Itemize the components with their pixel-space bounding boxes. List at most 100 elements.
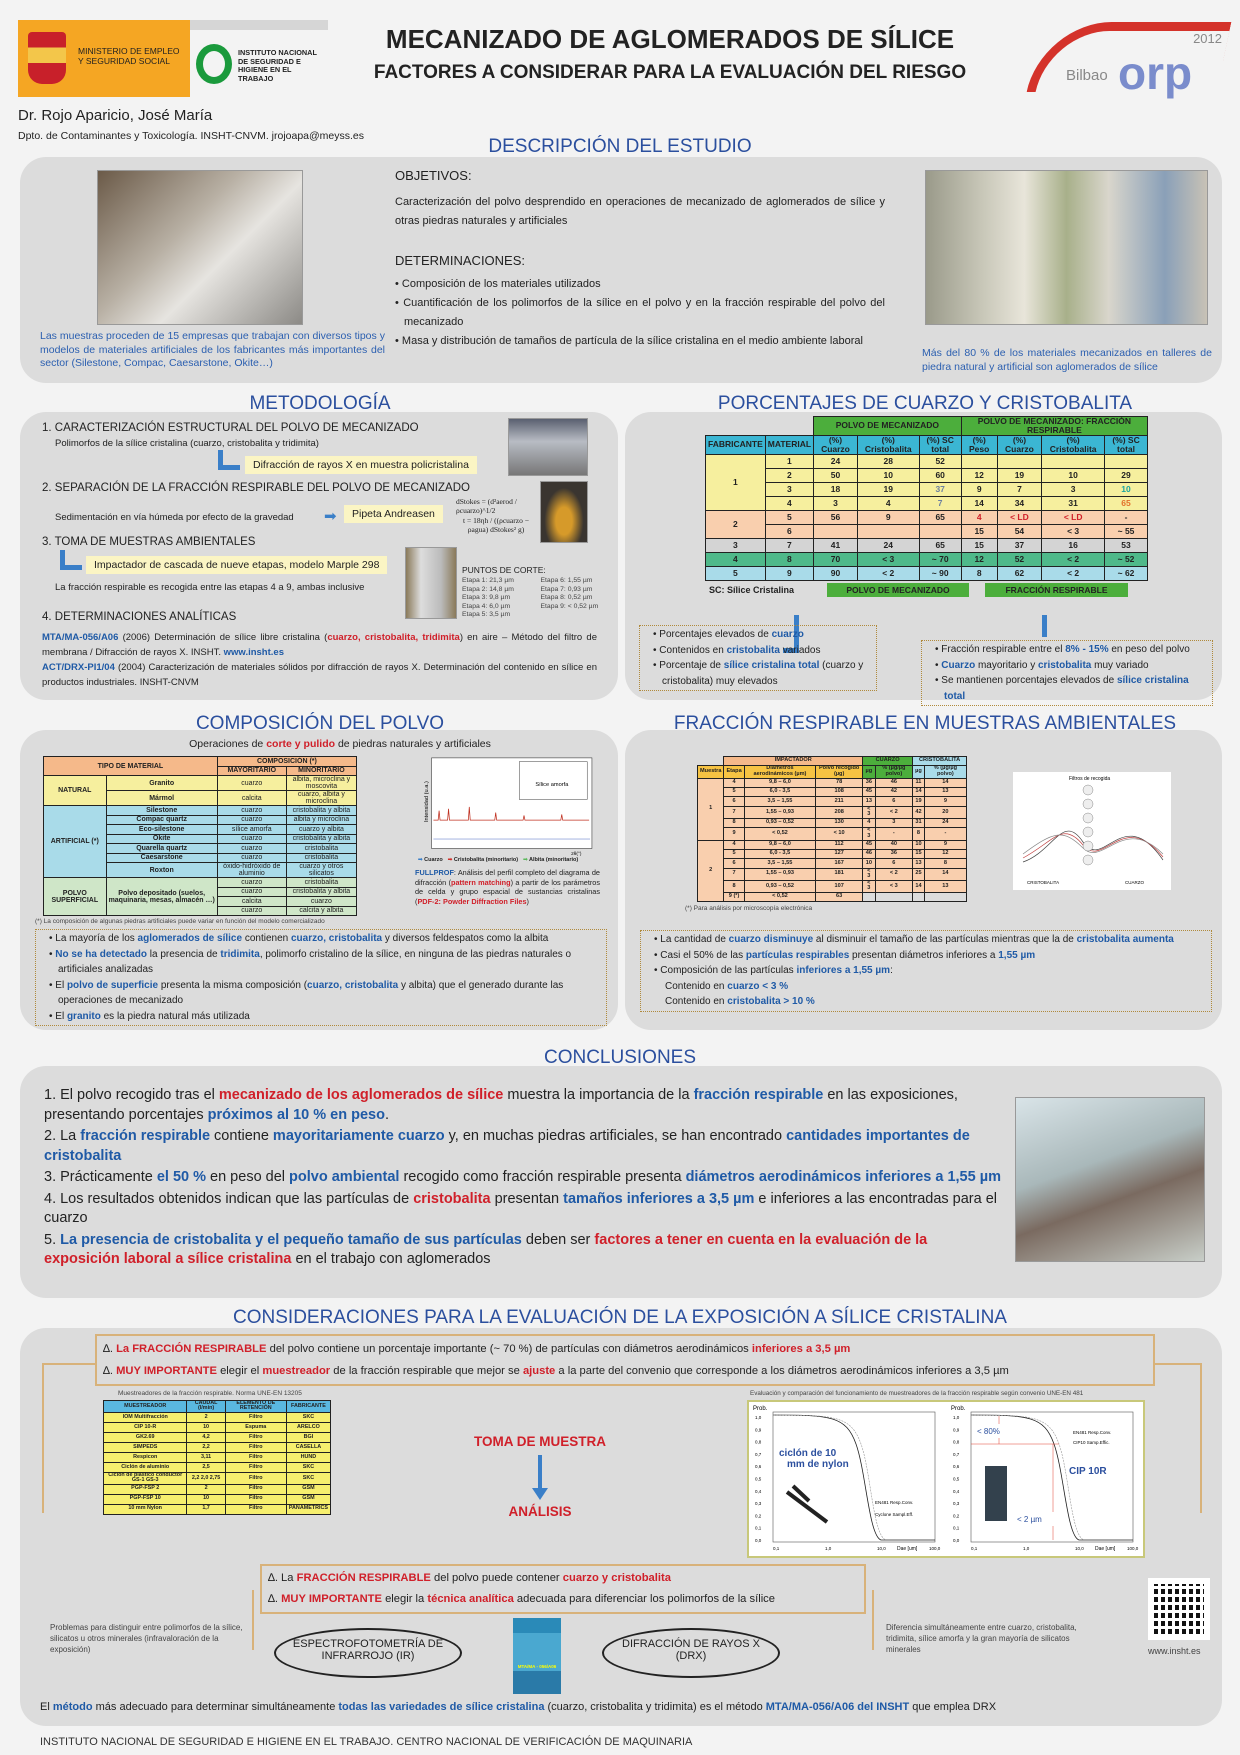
table-cell: 1 (696, 777, 725, 841)
text-segment: Porcentajes elevados de (659, 629, 772, 640)
table-cell: Quarella quartz (105, 843, 218, 854)
text-segment: cristobalita aumenta (1076, 934, 1174, 945)
text-segment: cuarzo, cristobalita (290, 933, 383, 944)
table-header-row: TIPO DE MATERIAL COMPOSICIÓN (*) (43, 756, 358, 776)
samplers-table: MUESTREADOR CAUDAL (l/min) ELEMENTO DE RET… (102, 1400, 332, 1515)
table-cell: 6 (764, 523, 815, 539)
table-cell: 42 (912, 805, 925, 819)
text-segment: sílice cristalina total (723, 660, 820, 671)
table-cell: - (874, 827, 914, 841)
sampler-charts: Prob. 1,0 0,9 0,8 0,7 0,6 0,5 0,4 0,3 0,2 0,1 0,0 0,… (747, 1400, 1145, 1558)
table-cell: 63 (815, 892, 864, 903)
table-cell: µg (862, 765, 876, 779)
table-cell: 9 (764, 565, 815, 581)
y-tick-label: 0,7 (953, 1452, 960, 1457)
list-item: • Casi el 50% de las partículas respirab… (654, 949, 1036, 961)
legend-entry: CIP10 Samp.Effic. (1073, 1440, 1110, 1445)
text-segment: 2. La (44, 1128, 81, 1144)
insht-link[interactable]: www.insht.es (1148, 1646, 1201, 1656)
list-item: • No se ha detectado la presencia de tri… (49, 948, 572, 976)
table-header-row: FABRICANTE MATERIAL (%) Cuarzo (%) Cristoba… (705, 434, 1148, 455)
table-row: 3 7 41 24 65 15 37 16 53 (705, 537, 1148, 553)
table-cell: 12 (923, 848, 968, 860)
metodologia-section: 1. CARACTERIZACIÓN ESTRUCTURAL DEL POLVO… (20, 412, 618, 700)
text-segment: de piedras naturales y artificiales (335, 738, 491, 750)
table-cell: cristobalita y albita (285, 886, 358, 897)
text-segment: muy variado (1091, 659, 1149, 671)
text-segment: contiene (210, 1128, 273, 1144)
qr-code[interactable] (1148, 1578, 1210, 1640)
table-cell: 10 mm Nylon (102, 1503, 188, 1515)
table-cell: Muestra (696, 765, 725, 779)
table-cell: 7 (723, 805, 745, 819)
table-cell: BGI (285, 1431, 332, 1443)
table-cell: 53 (1104, 537, 1148, 553)
y-tick-label: 1,0 (953, 1415, 960, 1420)
table-cell: 36 (874, 848, 914, 860)
text-segment: ∆. (268, 1593, 282, 1605)
table-cell: 4 (764, 495, 815, 511)
text-segment: ∆. (103, 1343, 117, 1355)
table-cell: < 0,52 (743, 892, 817, 903)
arrow-head (532, 1488, 548, 1500)
table-cell: 24 (856, 537, 920, 553)
text-segment: contienen (242, 933, 291, 944)
method-book: MTA/MA - 056/A06 (513, 1618, 561, 1694)
list-item: • Contenidos en cristobalita variados (653, 644, 821, 656)
table-cell: 16 (1041, 537, 1106, 553)
y-tick-label: 0,0 (953, 1538, 960, 1543)
operator-photo (1015, 1097, 1205, 1262)
table-cell: < 3 (1041, 523, 1106, 539)
section-heading-fraccion: FRACCIÓN RESPIRABLE EN MUESTRAS AMBIENTA… (673, 713, 1177, 734)
table-cell: 3,5 – 1,55 (743, 796, 817, 807)
table-cell: PGP-FSP 10 (102, 1493, 188, 1505)
cut-points: Etapa 1: 21,3 µm Etapa 2: 14,8 µm Etapa 3:… (462, 577, 599, 619)
table-cell: ~ 70 (918, 551, 962, 567)
section-heading-descripcion: DESCRIPCIÓN DEL ESTUDIO (488, 136, 752, 157)
text-segment: en las exposiciones, presentando porcent… (44, 1087, 958, 1123)
table-cell: POLVO SUPERFICIAL (43, 877, 107, 916)
table-cell: MATERIAL (764, 434, 815, 455)
table-cell: 9 (856, 509, 920, 525)
sampler-curve (772, 1414, 887, 1541)
table-cell: < 2 (1041, 551, 1106, 567)
table-row: Mármol calcita cuarzo, albita y microclina (44, 790, 358, 806)
table-cell: 65 (918, 509, 962, 525)
table-cell: 2,2 2,0 2,75 (186, 1471, 226, 1485)
table-cell: 12 (960, 467, 998, 483)
table-cell: Filtro (224, 1471, 287, 1485)
table-cell (923, 892, 968, 903)
table-cell: cuarzo (216, 833, 287, 844)
y-tick-label: 0,5 (755, 1477, 762, 1482)
table-cell: 54 (996, 523, 1043, 539)
table-cell: 9 (923, 839, 968, 850)
table-cell: 36 (862, 777, 876, 788)
text-segment: de la fracción respirable que mejor se (330, 1365, 523, 1377)
table-cell: cuarzo, albita y microclina (285, 790, 358, 806)
text-segment: La cantidad de (660, 934, 729, 945)
list-item: • Cuantificación de los polimorfos de la… (395, 297, 885, 328)
table-cell: 208 (815, 805, 864, 819)
figure-title: Filtros de recogida (1069, 776, 1110, 782)
text-segment: (2006) Determinación de sílice libre cri… (118, 632, 328, 643)
text-segment: (cuarzo y cristobalita) muy elevados (662, 660, 864, 687)
table-cell: CASELLA (285, 1441, 332, 1453)
table-row: 5 9 90 < 2 ~ 90 8 62 < 2 ~ 62 (705, 565, 1148, 581)
determinaciones-list: • Composición de los materiales utilizad… (395, 275, 885, 351)
section-heading-porcentajes: PORCENTAJES DE CUARZO Y CRISTOBALITA (717, 393, 1133, 414)
text-segment: en peso del polvo (1108, 644, 1190, 655)
table-cell: Caesarstone (105, 852, 218, 863)
table-cell: 10 (1041, 467, 1106, 483)
table-row: SIMPEDS 2,2 Filtro CASELLA (102, 1441, 332, 1453)
table-cell: 4,2 (186, 1431, 226, 1443)
table-cell: 14 (912, 879, 925, 894)
text-segment: presentan (490, 1190, 564, 1207)
text-segment: ACT/DRX-PI1/04 (42, 662, 115, 673)
table-cell: (%) Peso (960, 434, 998, 455)
text-segment: en peso del (206, 1169, 290, 1185)
y-tick-label: 0,2 (953, 1513, 960, 1518)
table-cell: 2 (186, 1483, 226, 1495)
key-points-box: ∆. La FRACCIÓN RESPIRABLE del polvo cont… (95, 1334, 1155, 1386)
impactor-photo (405, 547, 457, 619)
table-row: cuarzo calcita y albita (44, 905, 358, 916)
